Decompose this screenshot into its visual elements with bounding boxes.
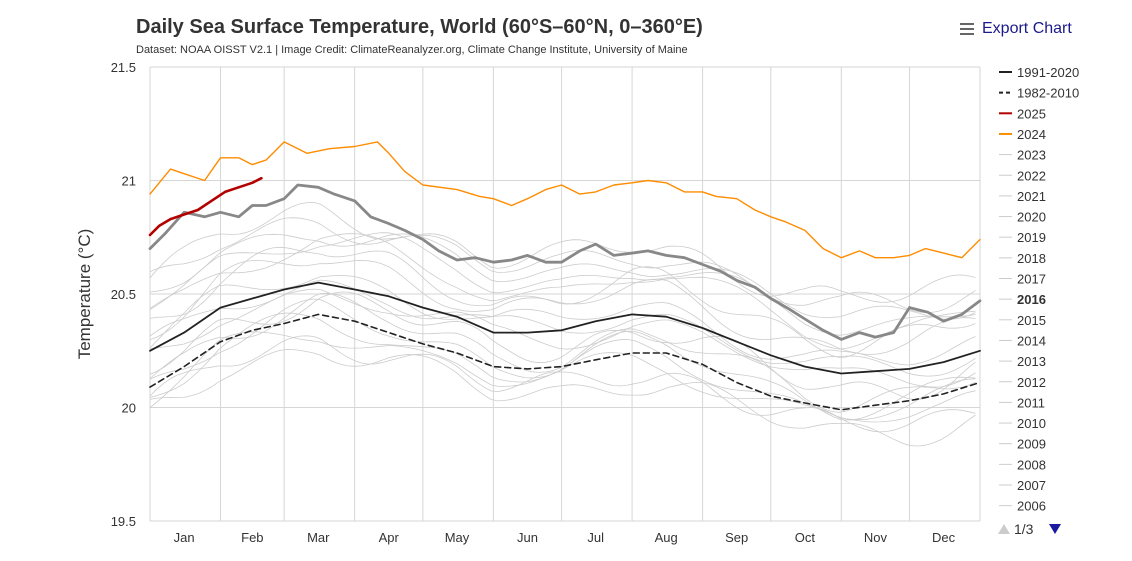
series-lines	[148, 141, 982, 411]
y-tick-label: 19.5	[111, 514, 136, 529]
export-chart-label: Export Chart	[982, 20, 1072, 37]
y-tick-label: 20.5	[111, 287, 136, 302]
legend-prev-page-icon[interactable]	[998, 524, 1010, 534]
x-tick-label: Sep	[725, 530, 748, 545]
x-tick-label: Nov	[864, 530, 888, 545]
legend-item-2016[interactable]: 2016	[999, 292, 1046, 307]
chart-subtitle: Dataset: NOAA OISST V2.1 | Image Credit:…	[136, 44, 688, 56]
legend-label: 2014	[1017, 333, 1046, 348]
background-year-line-2011	[149, 292, 976, 413]
legend-label: 2008	[1017, 457, 1046, 472]
legend-label: 2023	[1017, 148, 1046, 163]
legend-item-2010[interactable]: 2010	[999, 416, 1046, 431]
legend-label: 1982-2010	[1017, 86, 1079, 101]
chart-title: Daily Sea Surface Temperature, World (60…	[136, 16, 703, 38]
legend-item-1982-2010[interactable]: 1982-2010	[999, 86, 1079, 101]
export-chart-button[interactable]: Export Chart	[960, 20, 1072, 38]
legend-item-2020[interactable]: 2020	[999, 210, 1046, 225]
series-line-2016	[148, 183, 982, 341]
legend-item-2009[interactable]: 2009	[999, 437, 1046, 452]
legend-item-2024[interactable]: 2024	[999, 127, 1046, 142]
background-year-line-2007	[149, 335, 976, 433]
background-year-line-2018	[149, 246, 976, 358]
legend-label: 2013	[1017, 354, 1046, 369]
legend[interactable]: 1991-2020 1982-2010 2025 2024 2023 2022 2021 20…	[999, 65, 1079, 514]
background-year-line-2017	[149, 259, 976, 355]
legend-item-2006[interactable]: 2006	[999, 499, 1046, 514]
x-tick-label: Apr	[379, 530, 400, 545]
x-tick-label: Jun	[517, 530, 538, 545]
legend-item-2013[interactable]: 2013	[999, 354, 1046, 369]
background-year-line-2008	[149, 331, 976, 423]
legend-label: 2010	[1017, 416, 1046, 431]
y-axis-title: Temperature (°C)	[75, 229, 94, 360]
legend-label: 2017	[1017, 272, 1046, 287]
legend-label: 2011	[1017, 395, 1045, 410]
x-tick-label: Jan	[174, 530, 195, 545]
legend-label: 2018	[1017, 251, 1046, 266]
legend-item-2015[interactable]: 2015	[999, 313, 1046, 328]
background-year-line-2015	[149, 275, 976, 366]
legend-item-2012[interactable]: 2012	[999, 375, 1046, 390]
series-line-1982-2010	[149, 313, 981, 411]
legend-label: 1991-2020	[1017, 65, 1079, 80]
legend-item-2014[interactable]: 2014	[999, 333, 1046, 348]
legend-label: 2009	[1017, 437, 1046, 452]
legend-label: 2016	[1017, 292, 1046, 307]
background-year-line-2013	[149, 288, 976, 388]
legend-page-indicator: 1/3	[1014, 521, 1034, 537]
legend-label: 2007	[1017, 478, 1046, 493]
series-line-2024	[149, 141, 981, 259]
legend-label: 2022	[1017, 168, 1046, 183]
legend-label: 2021	[1017, 189, 1046, 204]
background-years	[149, 201, 976, 447]
legend-item-1991-2020[interactable]: 1991-2020	[999, 65, 1079, 80]
legend-next-page-icon[interactable]	[1049, 524, 1062, 534]
x-tick-label: Feb	[241, 530, 263, 545]
background-year-line-2006	[149, 349, 976, 447]
legend-pager: 1/3	[998, 521, 1062, 537]
background-year-line-2012	[149, 291, 976, 400]
legend-label: 2012	[1017, 375, 1046, 390]
legend-item-2025[interactable]: 2025	[999, 106, 1046, 121]
x-tick-label: Jul	[587, 530, 604, 545]
legend-item-2011[interactable]: 2011	[999, 395, 1045, 410]
hamburger-menu-icon	[960, 23, 974, 35]
legend-item-2007[interactable]: 2007	[999, 478, 1046, 493]
series-line-1991-2020	[149, 281, 981, 375]
axes: 19.5 20 20.5 21 21.5 Jan Feb Mar Apr May Jun Jul Aug…	[75, 60, 956, 545]
legend-item-2018[interactable]: 2018	[999, 251, 1046, 266]
y-tick-label: 21	[122, 174, 136, 189]
legend-item-2008[interactable]: 2008	[999, 457, 1046, 472]
y-tick-label: 21.5	[111, 60, 136, 75]
legend-item-2019[interactable]: 2019	[999, 230, 1046, 245]
legend-item-2017[interactable]: 2017	[999, 272, 1046, 287]
legend-label: 2019	[1017, 230, 1046, 245]
y-tick-label: 20	[122, 401, 136, 416]
legend-label: 2024	[1017, 127, 1046, 142]
background-year-line-2023	[149, 201, 976, 303]
x-tick-label: Dec	[932, 530, 956, 545]
legend-label: 2006	[1017, 499, 1046, 514]
legend-item-2022[interactable]: 2022	[999, 168, 1046, 183]
x-tick-label: Aug	[655, 530, 678, 545]
background-year-line-2021	[149, 233, 976, 320]
x-tick-label: Mar	[307, 530, 330, 545]
legend-label: 2025	[1017, 106, 1046, 121]
legend-label: 2015	[1017, 313, 1046, 328]
background-year-line-2014	[149, 279, 976, 377]
series-line-2025	[148, 176, 263, 237]
background-year-line-2020	[149, 232, 976, 336]
x-tick-label: May	[445, 530, 470, 545]
legend-label: 2020	[1017, 210, 1046, 225]
legend-item-2021[interactable]: 2021	[999, 189, 1046, 204]
grid-lines	[149, 66, 981, 522]
legend-item-2023[interactable]: 2023	[999, 148, 1046, 163]
background-year-line-2019	[149, 233, 976, 350]
x-tick-label: Oct	[795, 530, 816, 545]
background-year-line-2022	[149, 217, 976, 314]
